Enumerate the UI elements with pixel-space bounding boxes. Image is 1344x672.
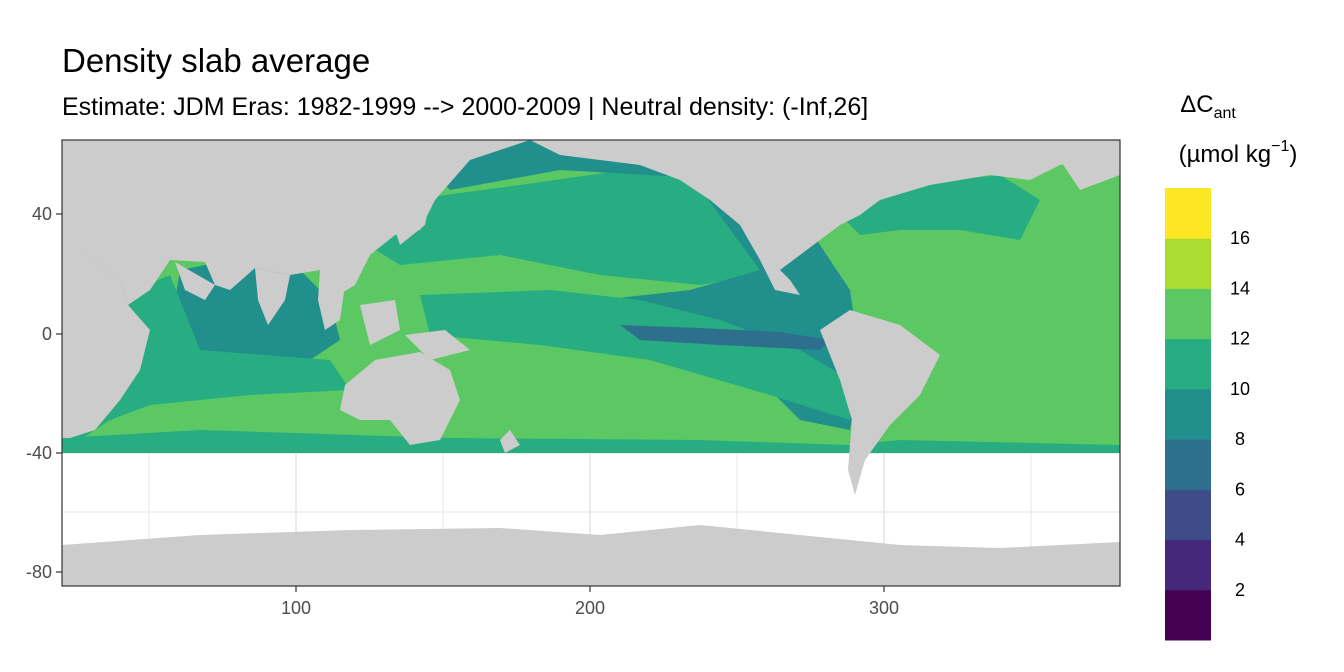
legend-bin bbox=[1165, 539, 1211, 591]
legend-label: 16 bbox=[1230, 228, 1250, 248]
legend-colorbar bbox=[1165, 188, 1211, 641]
land-arabia bbox=[175, 262, 215, 300]
x-tick-label: 300 bbox=[869, 598, 899, 618]
legend-label: 14 bbox=[1230, 278, 1250, 298]
land-borneo bbox=[360, 300, 400, 345]
legend-title: ΔCant bbox=[1180, 91, 1236, 122]
legend-bin bbox=[1165, 338, 1211, 390]
ocean-band-north-pacific bbox=[360, 165, 790, 285]
y-tick-label: 0 bbox=[42, 324, 52, 344]
land-new-guinea bbox=[405, 330, 470, 360]
legend-bin bbox=[1165, 589, 1211, 641]
x-tick-label: 200 bbox=[575, 598, 605, 618]
legend-unit: (µmol kg−1) bbox=[1179, 138, 1298, 168]
land-antarctica bbox=[62, 525, 1120, 586]
legend-label: 10 bbox=[1230, 379, 1250, 399]
legend-unit-main: (µmol kg bbox=[1179, 141, 1272, 168]
legend-title-sub: ant bbox=[1214, 105, 1237, 122]
map-panel bbox=[61, 139, 1121, 587]
y-tick-label: 40 bbox=[32, 204, 52, 224]
land-japan bbox=[395, 190, 430, 245]
land-africa bbox=[62, 250, 150, 438]
chart-subtitle: Estimate: JDM Eras: 1982-1999 --> 2000-2… bbox=[62, 93, 869, 121]
legend-bin bbox=[1165, 288, 1211, 340]
panel-border bbox=[61, 139, 1121, 587]
x-tick-label: 100 bbox=[281, 598, 311, 618]
ocean-band-equatorial-core bbox=[620, 325, 830, 350]
legend-unit-sup: −1 bbox=[1271, 138, 1289, 155]
legend-label: 2 bbox=[1235, 580, 1245, 600]
y-tick-label: -40 bbox=[26, 443, 52, 463]
legend-unit-close: ) bbox=[1289, 141, 1297, 168]
legend-bin bbox=[1165, 238, 1211, 289]
land-southeast-asia bbox=[318, 270, 345, 330]
legend-label: 6 bbox=[1235, 479, 1245, 499]
y-axis: 40 0 -40 -80 bbox=[26, 204, 62, 582]
legend-label: 8 bbox=[1235, 429, 1245, 449]
legend-bin bbox=[1165, 388, 1211, 440]
legend: ΔCant (µmol kg−1) 2 4 6 8 10 12 14 16 bbox=[1165, 91, 1297, 641]
ocean-band-equatorial-pacific bbox=[420, 290, 850, 420]
legend-bin bbox=[1165, 489, 1211, 541]
legend-title-main: ΔC bbox=[1180, 91, 1213, 118]
legend-bin bbox=[1165, 188, 1211, 239]
x-axis: 100 200 300 bbox=[281, 586, 899, 618]
land-australia bbox=[340, 352, 460, 445]
chart-title: Density slab average bbox=[62, 42, 371, 79]
land-eurasia bbox=[62, 140, 530, 305]
legend-label: 12 bbox=[1230, 329, 1250, 349]
land-north-america bbox=[530, 140, 1120, 295]
land-greenland bbox=[1040, 140, 1120, 190]
ocean-band-indian bbox=[170, 262, 340, 370]
legend-labels: 2 4 6 8 10 12 14 16 bbox=[1230, 228, 1250, 600]
land-new-zealand bbox=[500, 430, 520, 453]
legend-bin bbox=[1165, 439, 1211, 490]
land-masses bbox=[62, 140, 1120, 586]
legend-label: 4 bbox=[1235, 530, 1245, 550]
y-tick-label: -80 bbox=[26, 562, 52, 582]
land-india bbox=[255, 268, 290, 325]
land-south-america bbox=[820, 310, 940, 495]
